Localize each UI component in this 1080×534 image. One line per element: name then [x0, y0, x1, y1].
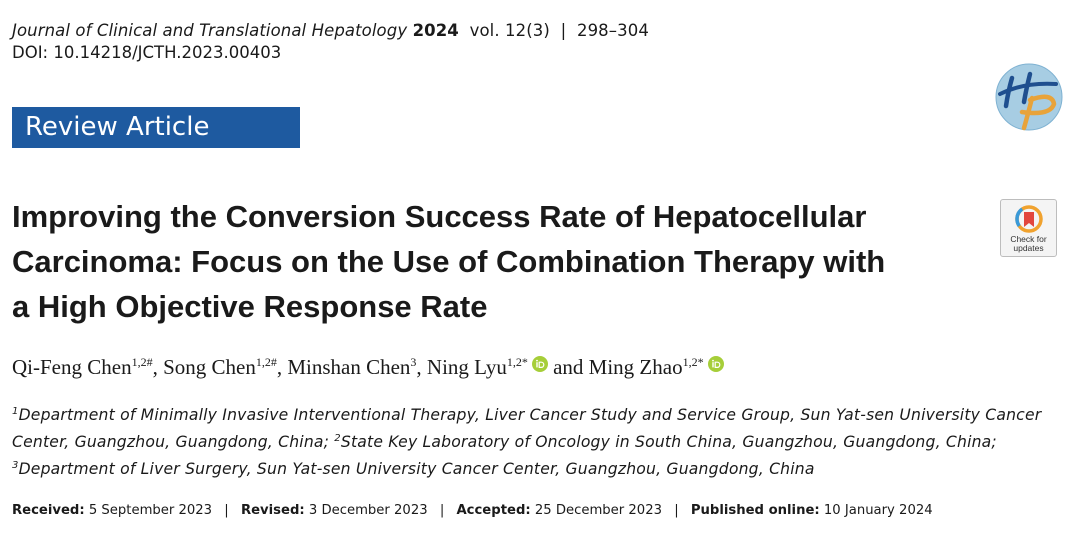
- separator: |: [224, 503, 229, 518]
- affiliation-text: Department of Liver Surgery, Sun Yat-sen…: [18, 460, 815, 478]
- separator: |: [560, 21, 567, 40]
- affiliation-number: 2: [334, 433, 341, 444]
- orcid-icon[interactable]: [531, 353, 548, 378]
- orcid-icon[interactable]: [707, 353, 724, 378]
- author-name: Qi-Feng Chen: [12, 355, 132, 379]
- journal-name: Journal of Clinical and Translational He…: [12, 21, 408, 40]
- author-separator: and: [547, 355, 589, 379]
- journal-hp-logo-icon: [994, 62, 1064, 132]
- author-separator: ,: [416, 355, 427, 379]
- revised-label: Revised:: [240, 503, 305, 518]
- check-updates-label: Check for updates: [1001, 235, 1056, 253]
- author-separator: ,: [152, 355, 164, 379]
- title-line: Carcinoma: Focus on the Use of Combinati…: [12, 244, 886, 279]
- revised-date: 3 December 2023: [308, 503, 428, 518]
- author-affiliation-sup: 1,2*: [682, 355, 704, 369]
- accepted-date: 25 December 2023: [534, 503, 662, 518]
- affiliation-number: 3: [12, 460, 19, 471]
- received-date: 5 September 2023: [88, 503, 213, 518]
- author-name: Ning Lyu: [426, 355, 507, 379]
- published-label: Published online:: [690, 503, 820, 518]
- affiliations: 1Department of Minimally Invasive Interv…: [12, 400, 1074, 481]
- author-name: Song Chen: [163, 355, 256, 379]
- separator: |: [674, 503, 679, 518]
- journal-volume: vol. 12(3): [469, 21, 550, 40]
- journal-citation-line: Journal of Clinical and Translational He…: [12, 21, 649, 40]
- title-line: Improving the Conversion Success Rate of…: [12, 199, 867, 234]
- affiliation-text: Department of Minimally Invasive Interve…: [12, 406, 1042, 451]
- affiliation-number: 1: [12, 406, 19, 417]
- title-line: a High Objective Response Rate: [12, 289, 488, 324]
- bookmark-icon: [1015, 205, 1043, 233]
- journal-year: 2024: [412, 21, 459, 40]
- author-affiliation-sup: 3: [410, 355, 417, 369]
- affiliation-text: State Key Laboratory of Oncology in Sout…: [340, 433, 997, 451]
- author-name: Ming Zhao: [588, 355, 683, 379]
- publication-dates: Received: 5 September 2023 | Revised: 3 …: [12, 503, 933, 518]
- separator: |: [439, 503, 445, 518]
- author-list: Qi-Feng Chen1,2#, Song Chen1,2#, Minshan…: [12, 353, 724, 380]
- author-affiliation-sup: 1,2#: [255, 355, 277, 369]
- check-updates-line2: updates: [1013, 243, 1044, 253]
- accepted-label: Accepted:: [456, 503, 531, 518]
- check-updates-line1: Check for: [1010, 234, 1047, 244]
- check-for-updates-button[interactable]: Check for updates: [1000, 199, 1057, 257]
- author-name: Minshan Chen: [287, 355, 411, 379]
- doi[interactable]: DOI: 10.14218/JCTH.2023.00403: [12, 43, 282, 62]
- author-separator: ,: [276, 355, 288, 379]
- author-affiliation-sup: 1,2#: [131, 355, 153, 369]
- journal-pages: 298–304: [576, 21, 649, 40]
- published-date: 10 January 2024: [823, 503, 933, 518]
- author-affiliation-sup: 1,2*: [506, 355, 528, 369]
- received-label: Received:: [12, 503, 85, 518]
- article-title: Improving the Conversion Success Rate of…: [12, 194, 982, 329]
- article-type-banner: Review Article: [12, 107, 300, 148]
